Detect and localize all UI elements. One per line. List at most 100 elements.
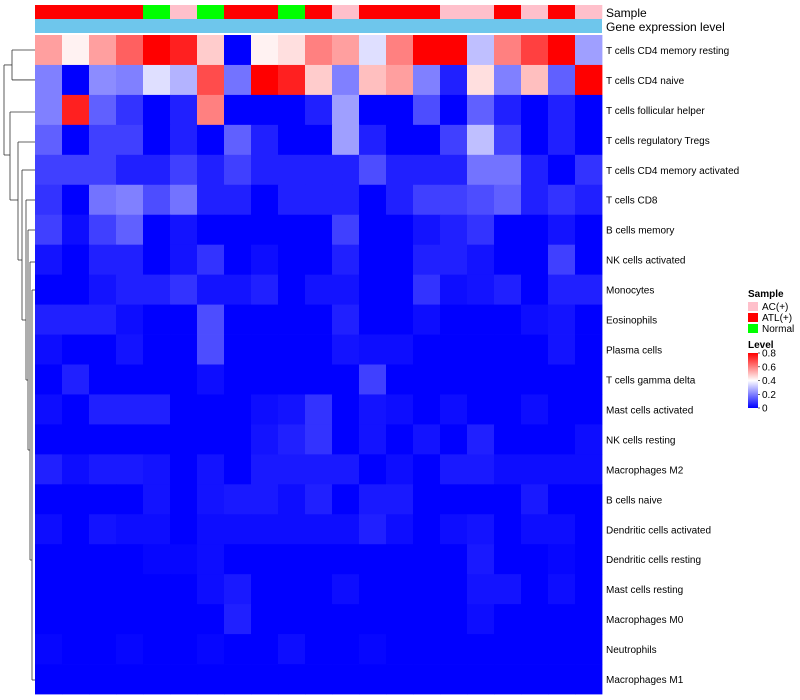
heatmap-cell: [413, 484, 441, 515]
heatmap-cell: [251, 604, 279, 635]
heatmap-cell: [197, 124, 225, 156]
heatmap-cell: [494, 664, 522, 695]
heatmap-cell: [251, 274, 279, 305]
heatmap-cell: [143, 634, 171, 665]
heatmap-cell: [197, 334, 225, 365]
heatmap-cell: [305, 394, 333, 425]
heatmap-cell: [521, 394, 549, 425]
heatmap-cell: [251, 634, 279, 665]
heatmap-cell: [575, 214, 603, 246]
heatmap-cell: [278, 454, 306, 485]
heatmap-cell: [359, 35, 387, 66]
heatmap-cell: [278, 544, 306, 575]
heatmap-cell: [89, 454, 117, 485]
heatmap-cell: [386, 184, 414, 216]
heatmap-cell: [305, 64, 333, 96]
heatmap-cell: [359, 664, 387, 695]
heatmap-cell: [575, 484, 603, 515]
heatmap-cell: [548, 94, 576, 126]
heatmap-cell: [35, 604, 63, 635]
heatmap-cell: [440, 124, 468, 156]
heatmap-cell: [521, 124, 549, 156]
heatmap-cell: [332, 424, 360, 455]
heatmap-cell: [251, 484, 279, 515]
heatmap-cell: [440, 304, 468, 335]
heatmap-cell: [440, 364, 468, 395]
heatmap-cell: [116, 574, 144, 605]
heatmap-cell: [386, 364, 414, 395]
heatmap-cell: [413, 184, 441, 216]
heatmap-cell: [89, 514, 117, 545]
heatmap-cell: [89, 664, 117, 695]
heatmap-cell: [440, 634, 468, 665]
heatmap-cell: [359, 514, 387, 545]
heatmap-cell: [467, 184, 495, 216]
heatmap-cell: [224, 35, 252, 66]
heatmap-cell: [386, 454, 414, 485]
heatmap-cell: [386, 604, 414, 635]
heatmap-cell: [278, 604, 306, 635]
heatmap-cell: [116, 394, 144, 425]
heatmap-cell: [62, 394, 90, 425]
heatmap-cell: [548, 274, 576, 305]
sample-annotation-cell: [224, 5, 252, 19]
heatmap-cell: [494, 94, 522, 126]
track-label-expression: Gene expression level: [606, 20, 725, 34]
heatmap-cell: [305, 184, 333, 216]
row-label: B cells naive: [606, 495, 663, 506]
heatmap-cell: [413, 574, 441, 605]
row-label: Mast cells activated: [606, 405, 693, 416]
heatmap-cell: [467, 334, 495, 365]
heatmap-cell: [170, 94, 198, 126]
heatmap-cell: [35, 334, 63, 365]
legend-sample-title: Sample: [748, 289, 784, 300]
heatmap-cell: [62, 334, 90, 365]
heatmap-cell: [521, 484, 549, 515]
heatmap-cell: [359, 154, 387, 186]
heatmap-cell: [575, 454, 603, 485]
heatmap-cell: [386, 214, 414, 246]
heatmap-cell: [413, 124, 441, 156]
heatmap-cell: [575, 364, 603, 395]
heatmap-cell: [197, 64, 225, 96]
heatmap-cell: [548, 574, 576, 605]
heatmap-cell: [116, 424, 144, 455]
heatmap-cell: [575, 94, 603, 126]
heatmap-cell: [224, 484, 252, 515]
heatmap-cell: [197, 184, 225, 216]
heatmap-cell: [467, 424, 495, 455]
legend-label-ac: AC(+): [762, 302, 788, 313]
heatmap-cell: [251, 544, 279, 575]
heatmap-cell: [413, 35, 441, 66]
heatmap-cell: [575, 424, 603, 455]
heatmap-cell: [224, 244, 252, 276]
heatmap-cell: [467, 124, 495, 156]
heatmap-cell: [278, 94, 306, 126]
heatmap-cell: [143, 154, 171, 186]
heatmap-cell: [575, 274, 603, 305]
row-label: B cells memory: [606, 226, 674, 237]
legend-tick-label: 0.6: [762, 362, 776, 373]
heatmap-cell: [62, 664, 90, 695]
heatmap-cell: [575, 514, 603, 545]
sample-annotation-cell: [116, 5, 144, 19]
heatmap-cell: [467, 514, 495, 545]
heatmap-cell: [521, 304, 549, 335]
heatmap-cell: [575, 574, 603, 605]
heatmap-cell: [548, 454, 576, 485]
heatmap-cell: [224, 394, 252, 425]
heatmap-cell: [386, 484, 414, 515]
sample-annotation-cell: [521, 5, 549, 19]
heatmap-cell: [278, 214, 306, 246]
heatmap-cell: [35, 94, 63, 126]
legend-swatch-normal: [748, 324, 758, 333]
heatmap-cell: [170, 334, 198, 365]
heatmap-cell: [332, 124, 360, 156]
heatmap-cell: [467, 574, 495, 605]
heatmap-cell: [62, 304, 90, 335]
heatmap-cell: [548, 124, 576, 156]
heatmap-cell: [332, 154, 360, 186]
heatmap-cell: [521, 154, 549, 186]
heatmap-cell: [116, 454, 144, 485]
